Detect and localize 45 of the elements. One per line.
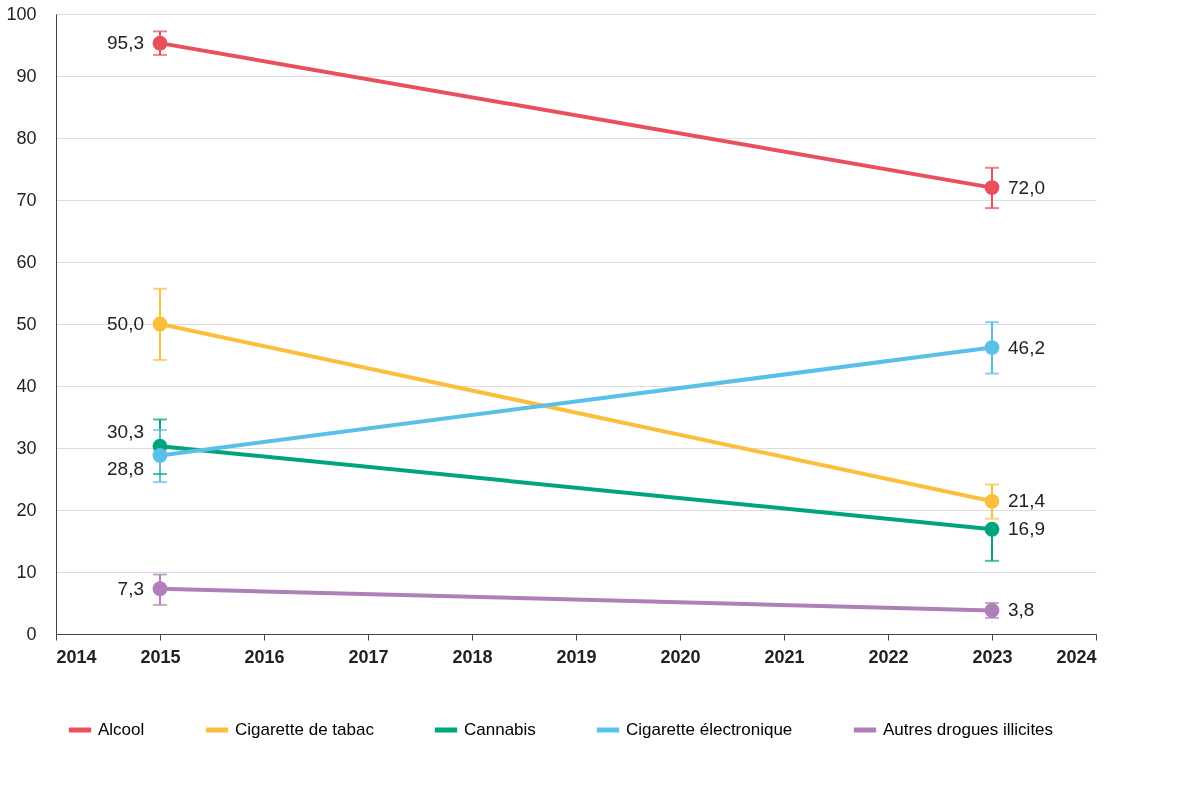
data-label: 3,8 <box>1008 599 1035 621</box>
x-tick-label: 2023 <box>972 646 1013 667</box>
data-label: 46,2 <box>1008 336 1045 358</box>
y-tick-label: 20 <box>16 499 37 520</box>
legend-label: Autres drogues illicites <box>883 720 1054 739</box>
legend-label: Alcool <box>98 720 145 739</box>
y-tick-label: 0 <box>26 623 37 644</box>
x-tick-label: 2021 <box>764 646 805 667</box>
data-label: 7,3 <box>117 577 144 599</box>
y-tick-label: 90 <box>16 65 37 86</box>
x-tick-label: 2015 <box>140 646 181 667</box>
y-tick-label: 30 <box>16 437 37 458</box>
point <box>152 35 168 51</box>
y-tick-label: 10 <box>16 561 37 582</box>
point <box>984 340 1000 355</box>
y-tick-label: 80 <box>16 127 37 148</box>
data-label: 16,9 <box>1008 518 1045 540</box>
point <box>152 316 168 332</box>
data-label: 21,4 <box>1008 490 1046 512</box>
y-tick-label: 60 <box>16 251 37 272</box>
data-label: 28,8 <box>107 458 144 480</box>
y-tick-label: 50 <box>16 313 37 334</box>
legend-label: Cigarette électronique <box>626 720 793 739</box>
x-tick-label: 2018 <box>452 646 493 667</box>
data-label: 95,3 <box>107 32 144 54</box>
point <box>984 493 1000 509</box>
y-tick-label: 40 <box>16 375 37 396</box>
point <box>984 521 1000 537</box>
data-label: 72,0 <box>1008 176 1045 198</box>
data-label: 30,3 <box>107 421 144 443</box>
legend-label: Cigarette de tabac <box>235 720 375 739</box>
x-tick-label: 2024 <box>1056 646 1097 667</box>
x-tick-label: 2014 <box>56 646 97 667</box>
legend-label: Cannabis <box>464 720 536 739</box>
x-tick-label: 2017 <box>348 646 389 667</box>
x-tick-label: 2020 <box>660 646 701 667</box>
point <box>984 180 1000 195</box>
y-tick-label: 70 <box>16 189 37 210</box>
point <box>152 581 168 597</box>
point <box>152 448 168 463</box>
data-label: 50,0 <box>107 313 144 334</box>
y-tick-label: 100 <box>6 3 37 24</box>
x-tick-label: 2019 <box>556 646 597 667</box>
x-tick-label: 2022 <box>868 646 909 667</box>
x-tick-label: 2016 <box>244 646 285 667</box>
